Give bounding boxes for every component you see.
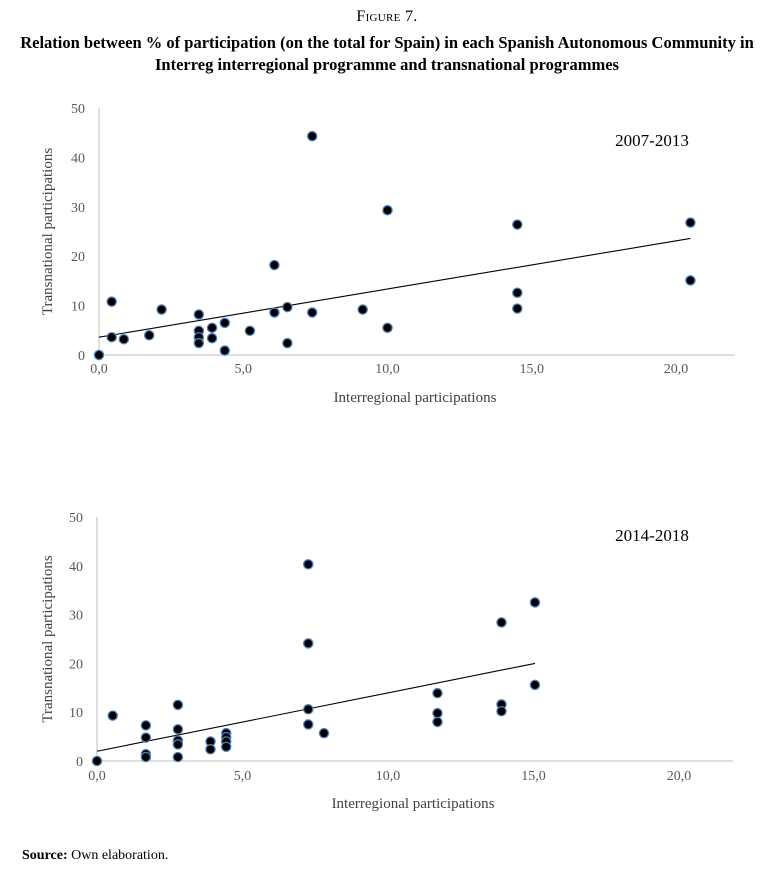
data-point — [432, 687, 443, 699]
data-point — [91, 755, 103, 767]
y-tick-label: 40 — [71, 151, 85, 166]
data-point — [206, 332, 218, 344]
data-point — [269, 259, 280, 271]
data-point — [143, 329, 155, 341]
y-tick-label: 0 — [76, 755, 83, 770]
data-point — [172, 724, 184, 735]
data-point — [219, 317, 231, 329]
data-point — [685, 217, 696, 228]
y-tick-label: 0 — [78, 349, 85, 364]
data-point — [172, 699, 184, 711]
data-point — [206, 322, 218, 334]
data-point — [432, 707, 443, 719]
data-point — [193, 337, 205, 349]
data-point — [172, 751, 184, 763]
x-axis-title: Interregional participations — [334, 390, 497, 406]
data-point — [303, 704, 314, 715]
x-axis-title: Interregional participations — [332, 796, 495, 812]
data-point — [512, 219, 523, 230]
data-point — [106, 331, 117, 343]
data-point — [282, 301, 293, 313]
y-tick-label: 30 — [69, 609, 83, 624]
data-point — [140, 720, 152, 731]
data-point — [106, 296, 117, 307]
data-point — [205, 744, 216, 755]
data-point — [685, 275, 696, 286]
data-point — [303, 719, 314, 730]
x-tick-label: 5,0 — [234, 769, 252, 784]
trendline — [98, 237, 691, 338]
data-point — [306, 307, 318, 318]
x-tick-label: 5,0 — [235, 362, 253, 377]
y-axis-title: Transnational participations — [40, 555, 56, 722]
scatter-chart-2014-2018: 0 10 20 30 40 50 0,0 5,0 10,0 15,0 20,0 Interregion… — [40, 511, 733, 812]
data-point — [382, 322, 393, 334]
y-tick-label: 30 — [71, 201, 85, 216]
scatter-chart-2007-2013: 0 10 20 30 40 50 0,0 5,0 10,0 15,0 20,0 Interregion… — [40, 102, 735, 406]
x-tick-label: 0,0 — [90, 362, 108, 377]
data-point — [529, 679, 541, 691]
data-point — [118, 333, 130, 345]
data-point — [156, 304, 167, 315]
data-point — [282, 337, 293, 349]
source-label: Source: — [22, 848, 68, 863]
x-tick-label: 15,0 — [521, 769, 546, 784]
source-note: Source: Own elaboration. — [22, 848, 168, 864]
data-point — [318, 727, 330, 739]
y-tick-label: 10 — [69, 706, 83, 721]
figure-title: Relation between % of participation (on … — [20, 33, 754, 74]
data-point — [357, 304, 368, 315]
y-axis-title: Transnational participations — [40, 148, 56, 315]
data-point — [140, 751, 152, 763]
x-tick-label: 20,0 — [667, 769, 692, 784]
period-label: 2007-2013 — [615, 131, 689, 150]
source-text: Own elaboration. — [67, 848, 169, 863]
y-tick-label: 20 — [71, 250, 85, 265]
data-point — [512, 303, 523, 314]
data-point — [512, 287, 523, 299]
data-point — [306, 130, 318, 142]
y-tick-label: 40 — [69, 560, 83, 575]
data-point — [220, 741, 232, 753]
y-tick-label: 10 — [71, 300, 85, 315]
y-tick-label: 20 — [69, 657, 83, 672]
data-point — [193, 309, 205, 320]
data-point — [496, 617, 507, 628]
data-point — [107, 710, 118, 721]
data-point — [140, 732, 152, 743]
data-point — [93, 349, 105, 361]
x-tick-label: 20,0 — [664, 362, 689, 377]
x-tick-label: 15,0 — [520, 362, 545, 377]
data-point — [244, 325, 256, 337]
data-point — [303, 559, 314, 570]
data-point — [432, 716, 443, 728]
x-tick-label: 10,0 — [375, 362, 400, 377]
x-tick-label: 10,0 — [376, 769, 401, 784]
x-tick-label: 0,0 — [88, 769, 106, 784]
y-tick-label: 50 — [69, 511, 83, 526]
figure-label: Figure 7. — [356, 8, 418, 25]
data-point — [172, 739, 184, 750]
data-point — [496, 705, 507, 717]
data-point — [219, 345, 231, 356]
data-point — [529, 597, 541, 608]
period-label: 2014-2018 — [615, 526, 689, 545]
data-point — [269, 307, 280, 318]
y-tick-label: 50 — [71, 102, 85, 117]
trendline — [96, 662, 536, 752]
data-point — [303, 638, 314, 649]
data-point — [382, 205, 393, 216]
